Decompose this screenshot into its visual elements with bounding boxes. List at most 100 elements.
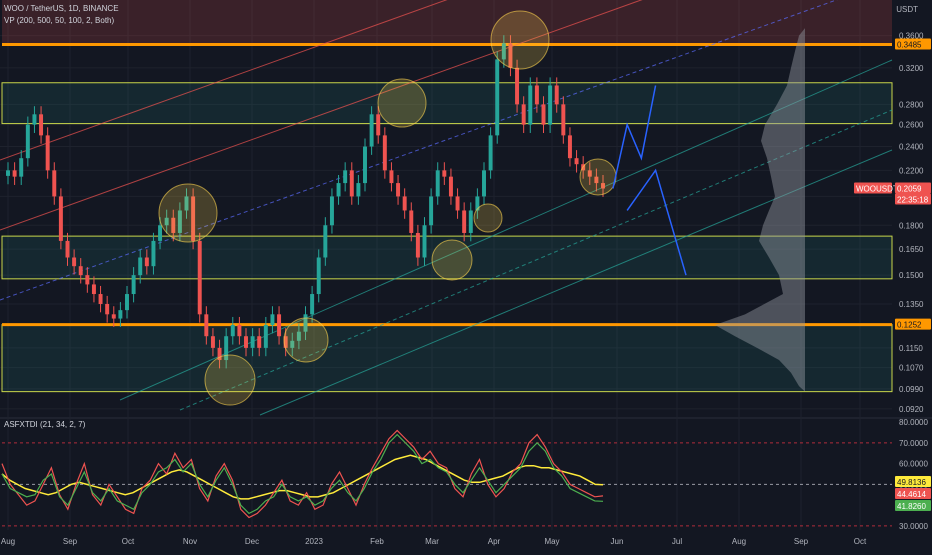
date-tick-label: Apr bbox=[488, 537, 501, 546]
candle bbox=[422, 225, 427, 258]
candle bbox=[184, 196, 189, 211]
oscillator-value-badge-bg bbox=[895, 500, 931, 511]
symbol-title: WOO / TetherUS, 1D, BINANCE bbox=[4, 4, 119, 13]
candle bbox=[376, 114, 381, 136]
candle bbox=[528, 85, 533, 125]
candle bbox=[32, 114, 37, 125]
candle bbox=[277, 314, 282, 337]
candle bbox=[283, 336, 288, 348]
candle bbox=[39, 114, 44, 136]
candle bbox=[587, 170, 592, 177]
highlight-circle bbox=[204, 354, 256, 406]
candle bbox=[475, 196, 480, 211]
candle bbox=[548, 85, 553, 125]
candle bbox=[72, 257, 77, 267]
date-tick-label: Aug bbox=[1, 537, 15, 546]
price-tick-label: 0.1500 bbox=[899, 271, 924, 280]
oscillator-label: ASFXTDI (21, 34, 2, 7) bbox=[4, 420, 86, 429]
candle bbox=[45, 135, 50, 171]
candle bbox=[171, 217, 176, 233]
candle bbox=[204, 314, 209, 337]
candle bbox=[244, 336, 248, 348]
candle bbox=[310, 294, 315, 315]
price-badge-lower: 0.1252 bbox=[897, 321, 922, 330]
candle bbox=[52, 170, 57, 197]
price-tick-label: 0.1350 bbox=[899, 300, 924, 309]
date-tick-label: Oct bbox=[854, 537, 867, 546]
price-tick-label: 0.3600 bbox=[899, 32, 924, 41]
last-price-badge: 0.2059 bbox=[897, 184, 922, 193]
candle bbox=[501, 43, 506, 60]
oscillator-tick-label: 70.0000 bbox=[899, 439, 928, 448]
candle bbox=[12, 170, 17, 177]
date-tick-label: Jul bbox=[672, 537, 682, 546]
candle bbox=[468, 210, 473, 233]
date-tick-label: Aug bbox=[732, 537, 746, 546]
highlight-circle bbox=[283, 317, 329, 363]
price-tick-label: 0.2600 bbox=[899, 121, 924, 130]
countdown-badge-bg bbox=[895, 193, 931, 205]
date-tick-label: Jun bbox=[611, 537, 624, 546]
candle bbox=[389, 170, 394, 184]
candle bbox=[164, 217, 169, 226]
candle bbox=[343, 170, 348, 184]
candle bbox=[495, 59, 500, 136]
candle bbox=[448, 176, 453, 197]
candle bbox=[521, 104, 526, 125]
candle bbox=[462, 210, 467, 233]
date-tick-label: Mar bbox=[425, 537, 439, 546]
candle bbox=[151, 240, 156, 267]
highlight-circle bbox=[490, 10, 550, 70]
candle bbox=[237, 325, 242, 337]
countdown-badge: 22:35:18 bbox=[897, 195, 929, 204]
oscillator-value-badge: 41.8260 bbox=[897, 502, 926, 511]
last-price-badge-bg bbox=[895, 182, 931, 194]
price-tick-label: 0.1150 bbox=[899, 344, 923, 353]
candle bbox=[105, 303, 110, 315]
candle bbox=[382, 135, 387, 171]
oscillator-series-line bbox=[1, 433, 604, 515]
price-badge-upper: 0.3485 bbox=[897, 40, 922, 49]
candle bbox=[396, 183, 401, 197]
candle bbox=[144, 257, 149, 267]
candle bbox=[224, 336, 229, 361]
candle bbox=[415, 232, 420, 258]
candle bbox=[574, 158, 579, 165]
channel-line bbox=[179, 109, 893, 411]
candle bbox=[118, 310, 123, 319]
candle bbox=[65, 240, 70, 258]
candle bbox=[58, 196, 63, 241]
candle bbox=[25, 124, 30, 159]
candle bbox=[363, 146, 367, 184]
candle bbox=[561, 104, 566, 136]
price-tick-label: 0.2400 bbox=[899, 143, 924, 152]
oscillator-tick-label: 30.0000 bbox=[899, 522, 928, 531]
candle bbox=[442, 170, 447, 177]
candle bbox=[356, 183, 361, 197]
oscillator-value-badge: 44.4614 bbox=[897, 490, 926, 499]
projection-down-path bbox=[626, 168, 687, 276]
candle bbox=[78, 266, 83, 276]
candle bbox=[515, 67, 520, 105]
oscillator-value-badge-bg bbox=[895, 488, 931, 499]
price-badge-lower-bg bbox=[895, 318, 931, 330]
date-tick-label: Sep bbox=[794, 537, 809, 546]
date-tick-label: May bbox=[544, 537, 559, 546]
candle bbox=[455, 196, 460, 211]
candle bbox=[263, 325, 268, 348]
price-tick-label: 0.1070 bbox=[899, 364, 924, 373]
channel-line bbox=[0, 0, 643, 231]
candle bbox=[349, 170, 354, 197]
candle bbox=[554, 85, 559, 105]
candle bbox=[19, 158, 24, 177]
currency-unit: USDT bbox=[896, 5, 918, 14]
candle bbox=[402, 196, 407, 211]
price-tick-label: 0.0920 bbox=[899, 405, 924, 414]
resistance-zone bbox=[2, 0, 892, 45]
symbol-badge: WOOUSDT bbox=[856, 184, 898, 193]
candle bbox=[541, 104, 546, 125]
highlight-circle bbox=[431, 239, 473, 281]
channel-line bbox=[259, 149, 893, 416]
